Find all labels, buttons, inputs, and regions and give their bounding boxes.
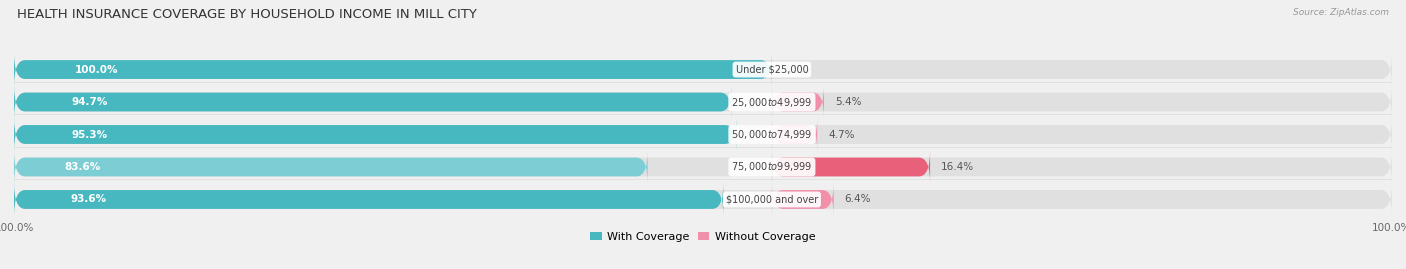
Text: 16.4%: 16.4% <box>941 162 974 172</box>
FancyBboxPatch shape <box>14 53 1392 86</box>
Text: $50,000 to $74,999: $50,000 to $74,999 <box>731 128 813 141</box>
Text: 4.7%: 4.7% <box>828 129 855 140</box>
Text: $100,000 and over: $100,000 and over <box>725 194 818 204</box>
Text: 94.7%: 94.7% <box>72 97 108 107</box>
Text: 5.4%: 5.4% <box>835 97 862 107</box>
Text: 95.3%: 95.3% <box>72 129 108 140</box>
FancyBboxPatch shape <box>14 118 737 151</box>
Text: 0.0%: 0.0% <box>783 65 810 75</box>
FancyBboxPatch shape <box>14 86 1392 119</box>
Text: Source: ZipAtlas.com: Source: ZipAtlas.com <box>1294 8 1389 17</box>
Text: Under $25,000: Under $25,000 <box>735 65 808 75</box>
FancyBboxPatch shape <box>14 118 1392 151</box>
Legend: With Coverage, Without Coverage: With Coverage, Without Coverage <box>586 227 820 246</box>
FancyBboxPatch shape <box>772 150 931 183</box>
FancyBboxPatch shape <box>14 86 731 119</box>
Text: 83.6%: 83.6% <box>65 162 101 172</box>
FancyBboxPatch shape <box>14 150 648 183</box>
FancyBboxPatch shape <box>772 86 824 119</box>
Text: $25,000 to $49,999: $25,000 to $49,999 <box>731 95 813 108</box>
FancyBboxPatch shape <box>14 183 1392 216</box>
Text: 6.4%: 6.4% <box>845 194 872 204</box>
Text: HEALTH INSURANCE COVERAGE BY HOUSEHOLD INCOME IN MILL CITY: HEALTH INSURANCE COVERAGE BY HOUSEHOLD I… <box>17 8 477 21</box>
FancyBboxPatch shape <box>14 183 724 216</box>
Text: $75,000 to $99,999: $75,000 to $99,999 <box>731 161 813 174</box>
FancyBboxPatch shape <box>772 183 834 216</box>
FancyBboxPatch shape <box>772 118 817 151</box>
Text: 100.0%: 100.0% <box>75 65 118 75</box>
FancyBboxPatch shape <box>14 53 772 86</box>
Text: 93.6%: 93.6% <box>70 194 107 204</box>
FancyBboxPatch shape <box>14 150 1392 183</box>
